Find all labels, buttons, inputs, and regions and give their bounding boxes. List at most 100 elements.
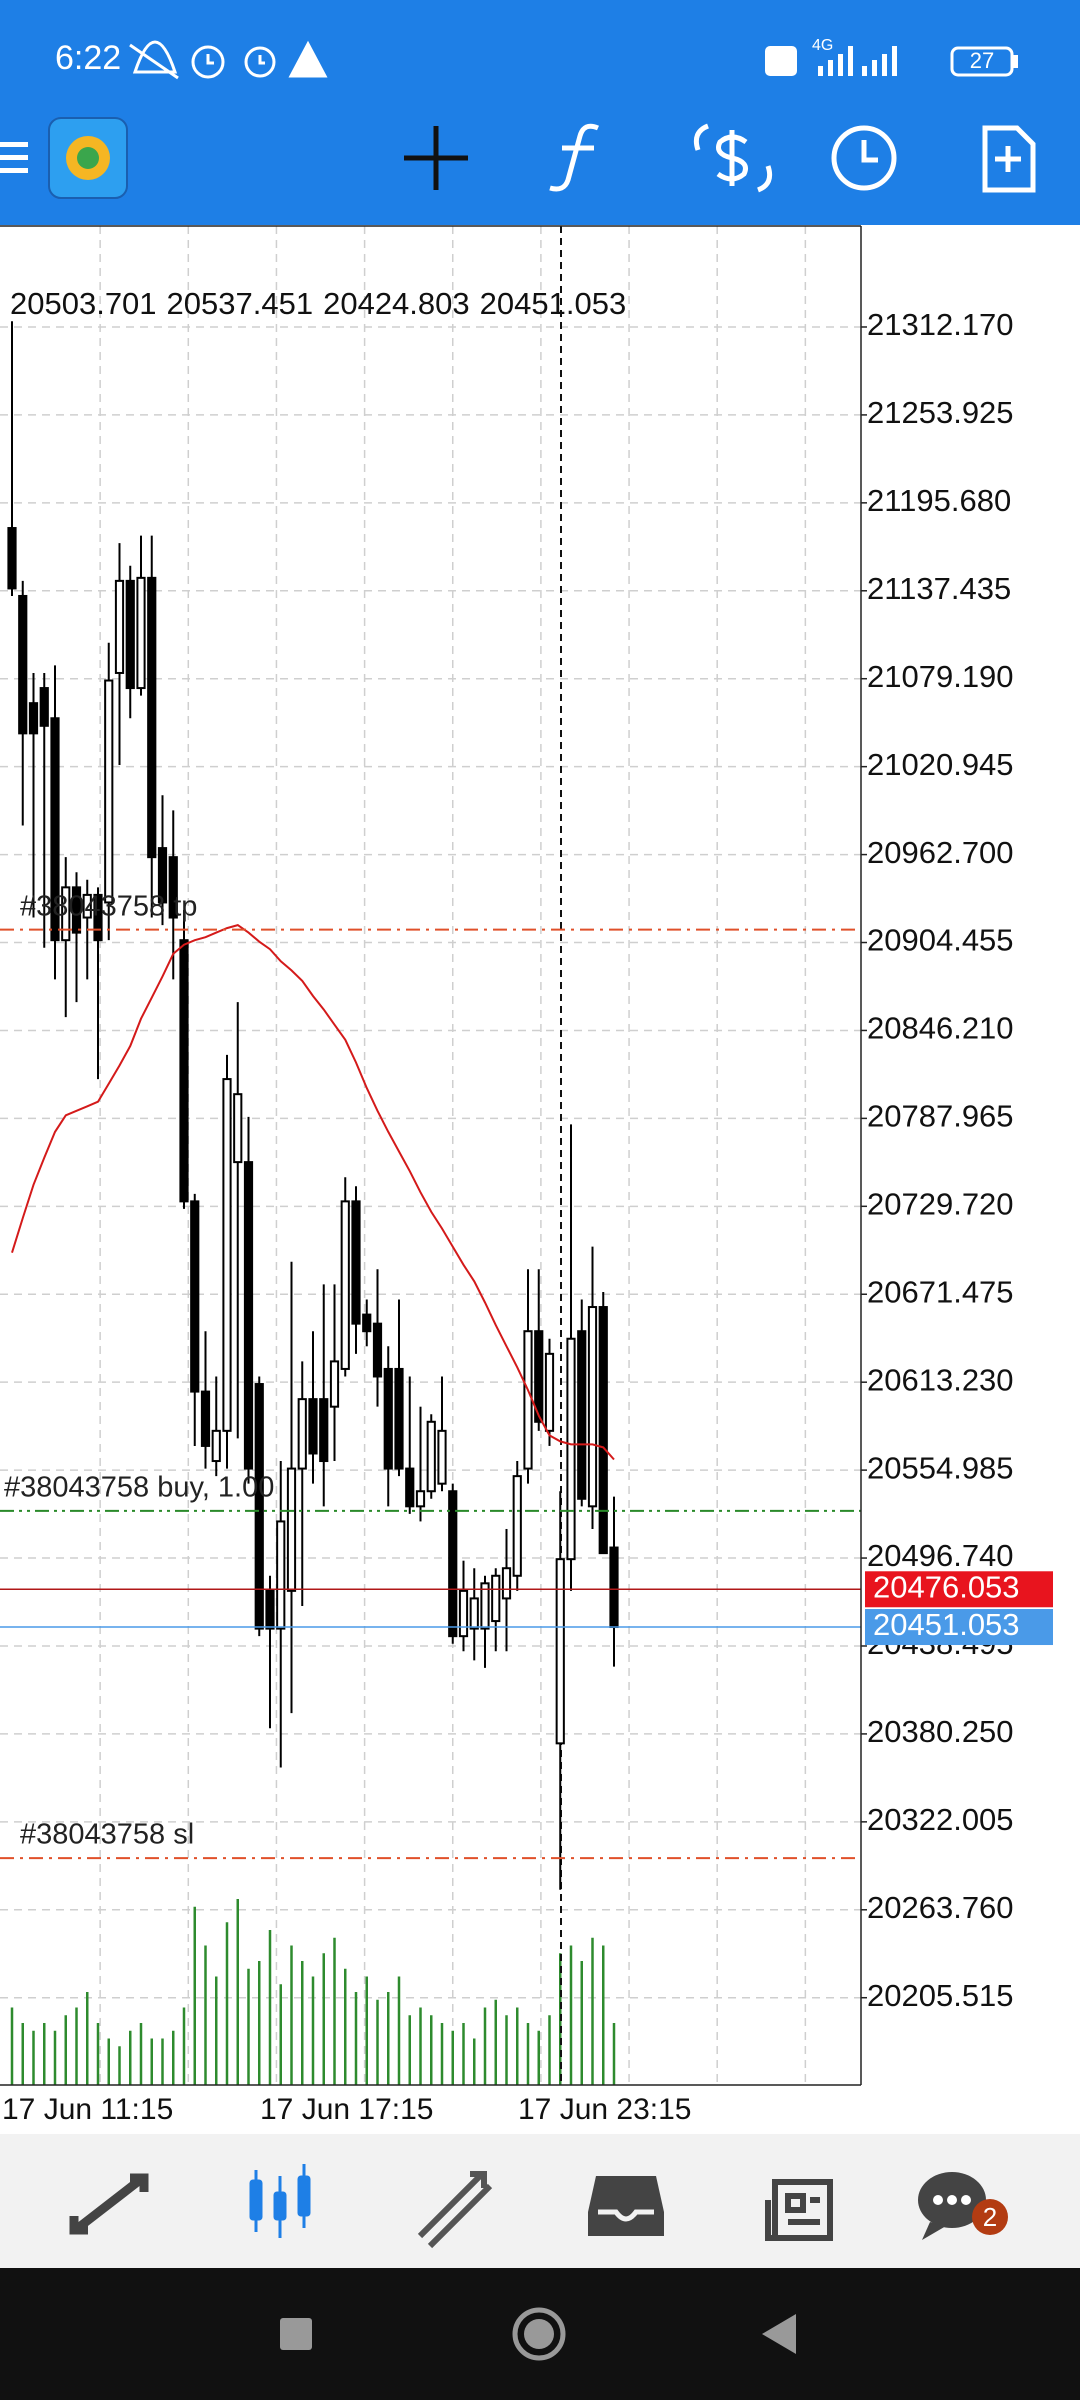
candle-body	[415, 1490, 426, 1508]
x-tick-label: 17 Jun 23:15	[518, 2093, 691, 2126]
bid-label: 20451.053	[873, 1607, 1020, 1642]
candle-body	[200, 1390, 211, 1447]
candle-body	[609, 1546, 619, 1629]
y-tick-label: 20729.720	[867, 1187, 1014, 1222]
bid-label-bg	[865, 1609, 1053, 1646]
candle-body	[18, 594, 28, 735]
y-tick-label: 20263.760	[867, 1890, 1014, 1925]
candle-body	[179, 939, 189, 1203]
candle-body	[566, 1337, 576, 1561]
crosshair-button[interactable]	[404, 126, 468, 190]
candle-body	[211, 1429, 221, 1463]
app-bar	[0, 0, 1080, 225]
y-tick-label: 20322.005	[867, 1802, 1014, 1837]
bottom-nav	[0, 2134, 1080, 2268]
candle-body	[190, 1200, 200, 1393]
candle-body	[222, 1078, 232, 1432]
quotes-tab[interactable]	[69, 2173, 149, 2235]
candle-body	[7, 527, 17, 590]
status-time: 6:22	[55, 39, 121, 77]
indicators-button[interactable]	[549, 123, 599, 192]
candle-body	[458, 1589, 469, 1638]
y-tick-label: 20787.965	[867, 1099, 1014, 1134]
back-button[interactable]	[762, 2314, 796, 2354]
ask-label-bg	[865, 1571, 1053, 1608]
y-tick-label: 20380.250	[867, 1714, 1014, 1749]
candle-body	[114, 579, 125, 674]
candle-body	[243, 1161, 254, 1470]
status-icons	[129, 40, 328, 80]
recents-button[interactable]	[280, 2318, 312, 2350]
candle-body	[362, 1313, 372, 1333]
candle-body	[61, 886, 71, 942]
y-tick-label: 20205.515	[867, 1978, 1014, 2013]
candle-body	[394, 1367, 404, 1470]
candle-body	[512, 1475, 522, 1577]
candle-body	[534, 1330, 544, 1423]
y-tick-label: 20904.455	[867, 923, 1014, 958]
battery-level: 27	[970, 48, 994, 73]
candle-body	[587, 1306, 598, 1508]
candle-body	[319, 1398, 329, 1463]
y-tick-label: 21020.945	[867, 747, 1014, 782]
candle-body	[265, 1589, 275, 1630]
candle-body	[233, 1093, 243, 1164]
candle-body	[136, 576, 146, 690]
moving-average	[11, 924, 615, 1461]
candle-body	[125, 579, 135, 690]
y-tick-label: 20846.210	[867, 1011, 1014, 1046]
candle-body	[426, 1420, 436, 1493]
news-tab[interactable]	[765, 2179, 833, 2241]
ask-label: 20476.053	[873, 1569, 1020, 1604]
y-tick-label: 20962.700	[867, 835, 1014, 870]
home-button[interactable]	[512, 2307, 566, 2361]
candle-body	[50, 717, 60, 942]
menu-button[interactable]	[0, 142, 28, 173]
candle-body	[28, 702, 39, 735]
network-type: 4G	[812, 37, 833, 54]
ohlc-value: 20424.803	[323, 286, 470, 321]
app-logo[interactable]	[48, 117, 128, 199]
trade-tab[interactable]	[417, 2171, 493, 2249]
candle-body	[93, 893, 103, 942]
new-order-button[interactable]	[982, 125, 1036, 193]
y-tick-label: 20613.230	[867, 1362, 1014, 1397]
chat-tab[interactable]	[918, 2172, 986, 2240]
chart-tab[interactable]	[249, 2164, 311, 2238]
order-label: #38043758 buy, 1.00	[4, 1472, 274, 1504]
y-tick-label: 20496.740	[867, 1538, 1014, 1573]
chart: 21312.170 21253.925 21195.680 21137.435 2107…	[0, 225, 1080, 2145]
order-label: #38043758 tp	[20, 890, 197, 922]
ohlc-header: 20503.701 20537.451 20424.803 20451.053	[10, 286, 626, 321]
badge	[972, 2199, 1008, 2235]
timeframe-button[interactable]	[831, 125, 897, 191]
candle-body	[383, 1367, 393, 1470]
candle-body	[286, 1467, 297, 1592]
candle-body	[448, 1490, 458, 1638]
candle-body	[577, 1330, 587, 1500]
candle-body	[157, 847, 168, 904]
badge-count: 2	[983, 2202, 997, 2232]
candle-body	[480, 1582, 490, 1630]
candle-body	[491, 1574, 501, 1623]
order-label: #38043758 sl	[20, 1819, 194, 1851]
candle-body	[104, 679, 114, 904]
y-tick-label: 20671.475	[867, 1274, 1014, 1309]
signal-icons: 4G 27	[765, 37, 1018, 77]
candle-body	[276, 1520, 286, 1630]
ohlc-value: 20503.701	[10, 286, 157, 321]
y-tick-label: 21195.680	[867, 483, 1011, 518]
history-tab[interactable]	[588, 2176, 664, 2236]
y-tick-label: 20554.985	[867, 1450, 1014, 1485]
candle-body	[598, 1306, 608, 1555]
trade-button[interactable]	[693, 123, 773, 193]
x-tick-label: 17 Jun 17:15	[260, 2093, 433, 2126]
y-tick-label: 21253.925	[867, 395, 1014, 430]
candle-body	[82, 893, 92, 919]
candle-body	[254, 1383, 264, 1630]
candle-body	[340, 1200, 350, 1370]
ohlc-value: 20537.451	[167, 286, 314, 321]
price-axis-bg	[861, 226, 1080, 2145]
candle-body	[71, 886, 82, 934]
